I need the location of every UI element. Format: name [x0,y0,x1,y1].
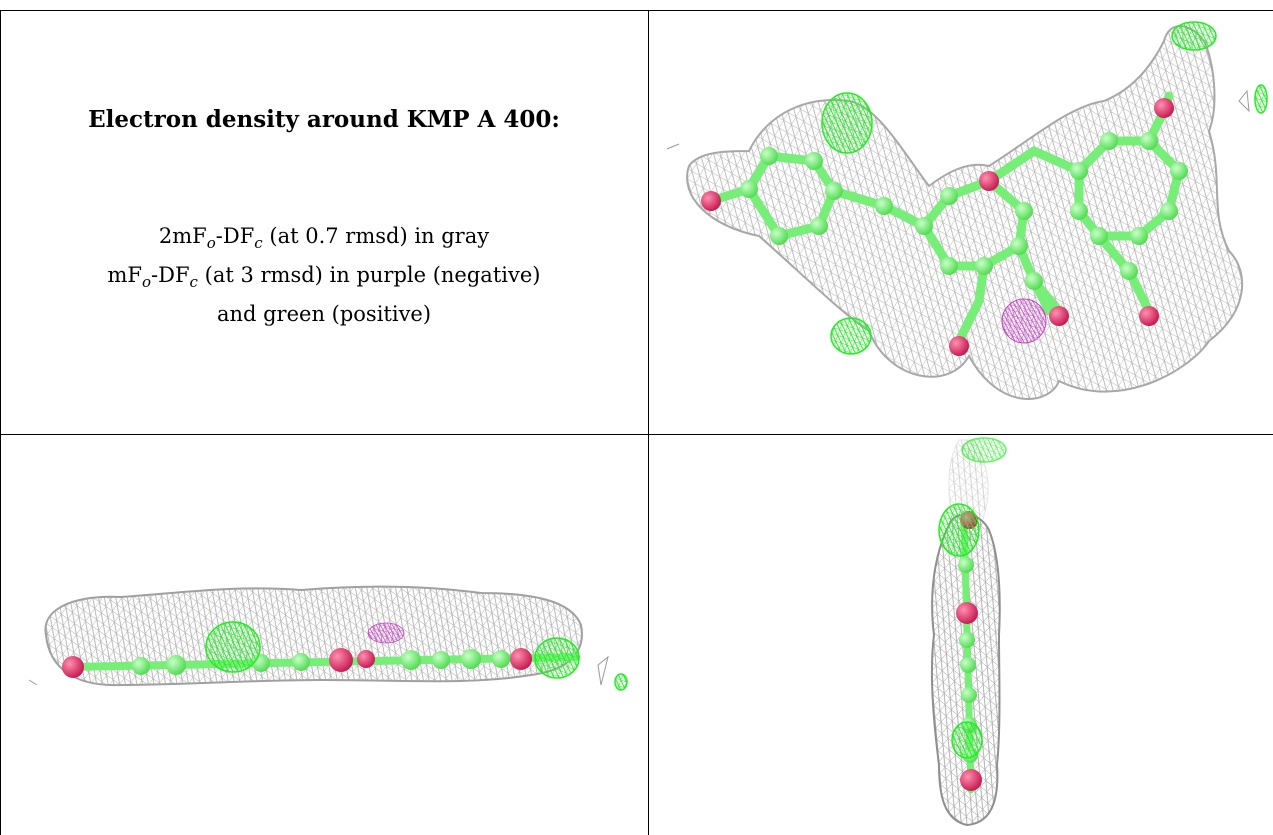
legend-line-2-middle: -DF [151,263,190,288]
density-green-blob [205,621,261,673]
density-gray-fragment [597,655,609,686]
oxygen-atoms-edge [62,648,532,678]
density-green-blob [1254,84,1268,114]
density-green-blob [821,92,873,154]
legend-line-1-sub-o: o [206,234,216,253]
density-green-blob [961,437,1007,463]
legend-line-1-middle: -DF [215,224,255,248]
density-gray-fragment [1238,89,1250,113]
density-gray-fragment [28,679,38,686]
border-top-right [649,10,1273,11]
legend-line-3: and green (positive) [216,302,432,327]
carbon-atoms-edge [132,649,510,675]
density-envelope-gray [44,585,583,687]
bond-chain-edge [67,653,580,671]
carbon-atoms-face [740,132,1188,290]
density-green-blob [951,721,983,759]
edge-view-cell [1,435,648,835]
density-purple-blob [1001,298,1047,344]
molecule-edge-view-icon [28,585,628,691]
density-green-blob [938,503,980,557]
molecule-side-view-icon [930,437,1007,827]
legend-line-2-sub-o: o [142,273,152,292]
legend-line-1: 2mFo-DFc (at 0.7 rmsd) in gray [0,220,648,259]
molecule-face-view-icon [666,21,1268,400]
legend-line-2-prefix: mF [107,263,142,288]
face-view-cell [649,11,1273,434]
figure-legend: 2mFo-DFc (at 0.7 rmsd) in gray mFo-DFc (… [0,220,648,330]
density-green-blob [830,317,872,355]
caption-cell: Electron density around KMP A 400: 2mFo-… [0,10,648,434]
border-middle-horizontal [0,434,1273,435]
oxygen-atoms-face [701,98,1174,356]
density-purple-blob [367,622,405,644]
figure-title: Electron density around KMP A 400: [88,106,560,133]
legend-line-1-prefix: 2mF [158,224,207,248]
border-left [0,10,1,835]
legend-line-2: mFo-DFc (at 3 rmsd) in purple (negative) [0,259,648,298]
legend-line-2-sub-c: c [189,273,198,292]
density-green-blob [534,637,580,679]
density-gray-fragment [666,143,680,150]
legend-line-1-sub-c: c [254,234,263,253]
side-view-cell [649,435,1273,835]
legend-line-1-suffix: (at 0.7 rmsd) in gray [262,224,490,248]
border-top [0,10,649,11]
density-green-blob [614,673,628,691]
density-green-blob [1171,21,1217,51]
legend-line-2-suffix: (at 3 rmsd) in purple (negative) [197,263,541,288]
border-middle-vertical [648,10,649,835]
